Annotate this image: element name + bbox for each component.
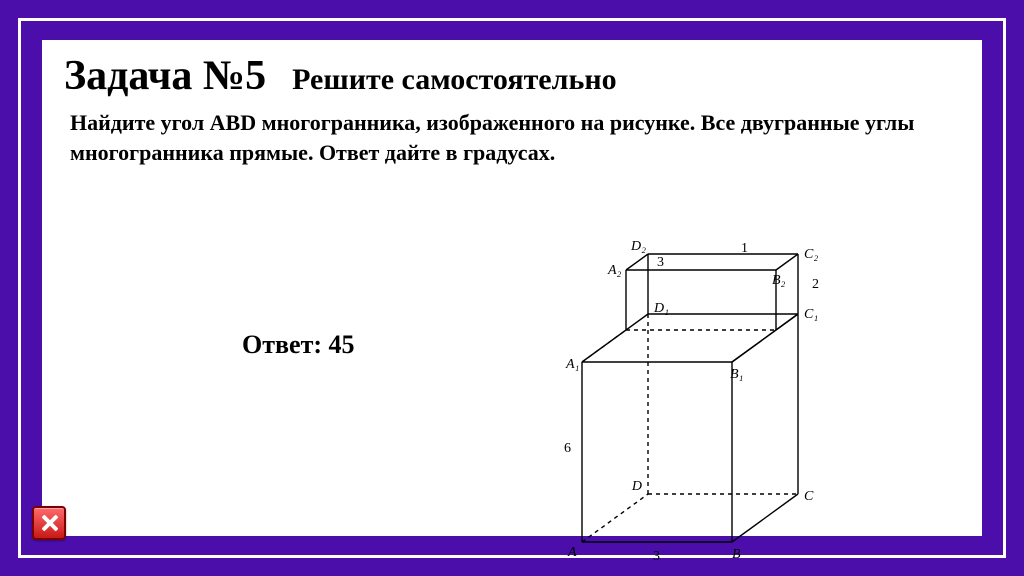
- svg-text:C₁: C₁: [804, 307, 818, 322]
- polyhedron-figure: A B C D A₁ B₁ C₁ D₁ A₂ B₂ C₂ D₂ 3 1 2 6 3: [512, 212, 932, 572]
- svg-text:D: D: [631, 479, 642, 494]
- svg-text:A₂: A₂: [607, 263, 622, 278]
- svg-text:B₁: B₁: [730, 367, 743, 382]
- svg-text:3: 3: [657, 255, 664, 270]
- close-icon: [40, 514, 58, 532]
- svg-text:D₂: D₂: [630, 239, 646, 254]
- title-subtext: Решите самостоятельно: [292, 64, 616, 96]
- svg-text:1: 1: [741, 241, 748, 256]
- svg-text:3: 3: [653, 549, 660, 564]
- svg-text:6: 6: [564, 441, 571, 456]
- slide: Задача №5 Решите самостоятельно Найдите …: [0, 0, 1024, 576]
- content-card: Задача №5 Решите самостоятельно Найдите …: [42, 40, 982, 536]
- problem-statement: Найдите угол ABD многогранника, изображе…: [70, 108, 960, 167]
- svg-text:D₁: D₁: [653, 301, 669, 316]
- svg-text:C: C: [804, 489, 814, 504]
- close-button[interactable]: [32, 506, 66, 540]
- svg-text:A₁: A₁: [565, 357, 579, 372]
- svg-text:2: 2: [812, 277, 819, 292]
- answer-text: Ответ: 45: [242, 330, 355, 360]
- svg-text:B: B: [732, 547, 741, 562]
- svg-text:B₂: B₂: [772, 273, 786, 288]
- title-row: Задача №5 Решите самостоятельно: [64, 54, 960, 98]
- problem-number: Задача №5: [64, 54, 266, 98]
- svg-text:A: A: [567, 545, 577, 560]
- svg-text:C₂: C₂: [804, 247, 818, 262]
